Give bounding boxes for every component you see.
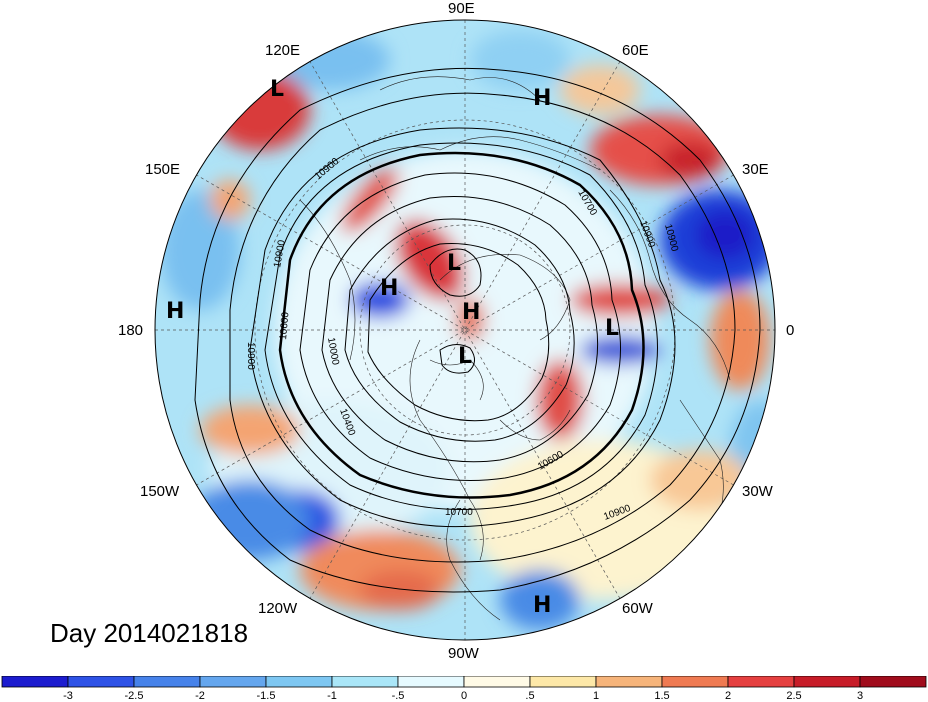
colorbar-box: [661, 676, 729, 688]
colorbar-tick-label: -3: [63, 690, 73, 702]
colorbar-tick-label: -1.5: [257, 690, 276, 702]
colorbar-tick-label: 0: [461, 690, 467, 702]
lon-label: 0: [786, 322, 794, 339]
svg-text:10600: 10600: [278, 311, 291, 340]
colorbar-box: [859, 676, 927, 688]
pressure-center-low-arctic-east: L: [447, 251, 461, 276]
colorbar-box: [727, 676, 795, 688]
colorbar-tick-label: 1: [593, 690, 599, 702]
pressure-center-high-pole: H: [462, 300, 480, 325]
colorbar-box: [463, 676, 531, 688]
colorbar-box: [793, 676, 861, 688]
colorbar-tick-label: 3: [857, 690, 863, 702]
colorbar: -3 -2.5 -2 -1.5 -1 -.5 0 .5 1 1.5 2 2.5 3: [1, 676, 927, 702]
colorbar-tick-label: -2: [195, 690, 205, 702]
svg-text:10700: 10700: [445, 507, 473, 518]
svg-text:10900: 10900: [245, 342, 256, 370]
lon-label: 90W: [448, 645, 480, 662]
lon-label: 60E: [622, 42, 649, 59]
colorbar-box: [331, 676, 399, 688]
lon-label: 90E: [448, 0, 475, 17]
longitude-labels: 90E 60E 30E 0 30W 60W 90W 120W 150W 180 …: [118, 0, 794, 662]
colorbar-tick-label: -.5: [392, 690, 405, 702]
colorbar-box: [397, 676, 465, 688]
pressure-center-high-70e: H: [533, 86, 551, 111]
lon-label: 150W: [140, 483, 180, 500]
height-contours: [194, 67, 761, 593]
lon-label: 120E: [265, 42, 300, 59]
pressure-center-high-atlantic-south: H: [533, 593, 551, 618]
date-title: Day 2014021818: [50, 618, 249, 648]
lon-label: 30E: [742, 161, 769, 178]
colorbar-tick-label: 2.5: [786, 690, 801, 702]
lon-label: 30W: [742, 483, 774, 500]
colorbar-box: [199, 676, 267, 688]
svg-text:10900: 10900: [272, 239, 288, 269]
coastlines: [299, 76, 731, 621]
colorbar-box: [529, 676, 597, 688]
colorbar-tick-label: .5: [525, 690, 534, 702]
colorbar-tick-label: -1: [327, 690, 337, 702]
pressure-center-high-siberia: H: [380, 276, 398, 301]
colorbar-boxes: [1, 676, 927, 688]
colorbar-box: [133, 676, 201, 688]
colorbar-tick-label: 2: [725, 690, 731, 702]
lon-label: 150E: [145, 161, 180, 178]
pressure-center-low-greenland-east: L: [605, 316, 619, 341]
pressure-center-low-canada-north: L: [458, 344, 472, 369]
colorbar-box: [265, 676, 333, 688]
graticule: [155, 20, 775, 640]
lon-label: 120W: [258, 600, 298, 617]
svg-text:10000: 10000: [325, 337, 341, 367]
colorbar-box: [67, 676, 135, 688]
colorbar-tick-label: 1.5: [654, 690, 669, 702]
pressure-centers: L H L H H L L H H: [166, 77, 619, 618]
anomaly-field: [155, 20, 775, 640]
lon-label: 60W: [622, 600, 654, 617]
map-boundary: [154, 19, 776, 641]
colorbar-ticks: -3 -2.5 -2 -1.5 -1 -.5 0 .5 1 1.5 2 2.5 3: [63, 690, 863, 702]
pressure-center-high-180: H: [166, 299, 184, 324]
lon-label: 180: [118, 322, 143, 339]
colorbar-tick-label: -2.5: [125, 690, 144, 702]
colorbar-box: [595, 676, 663, 688]
pressure-center-low-120e: L: [270, 77, 284, 102]
colorbar-box: [1, 676, 69, 688]
